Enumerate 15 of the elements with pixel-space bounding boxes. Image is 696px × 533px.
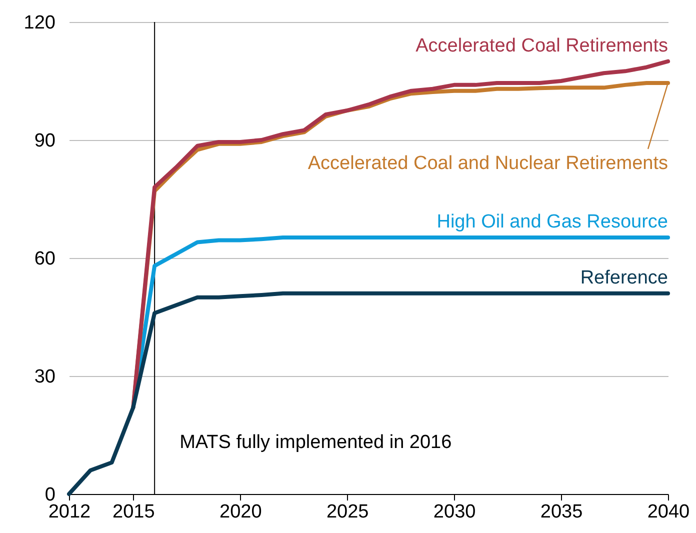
y-tick-label: 30 — [34, 366, 56, 388]
x-tick-label: 2035 — [540, 502, 583, 522]
x-tick-label: 2030 — [433, 502, 476, 522]
x-tick-label: 2015 — [112, 502, 155, 522]
x-tick-label: 2025 — [326, 502, 369, 522]
series-label: High Oil and Gas Resource — [436, 212, 668, 233]
series-label: Reference — [580, 267, 668, 288]
y-tick-label: 60 — [34, 248, 56, 270]
x-tick-label: 2040 — [647, 502, 690, 522]
series-label: Accelerated Coal and Nuclear Retirements — [308, 152, 668, 174]
x-tick-label: 2020 — [220, 502, 262, 522]
y-tick-label: 90 — [34, 130, 56, 152]
series-label: Accelerated Coal Retirements — [416, 35, 668, 56]
ref-line-label: MATS fully implemented in 2016 — [180, 432, 452, 453]
y-tick-label: 120 — [24, 12, 56, 34]
